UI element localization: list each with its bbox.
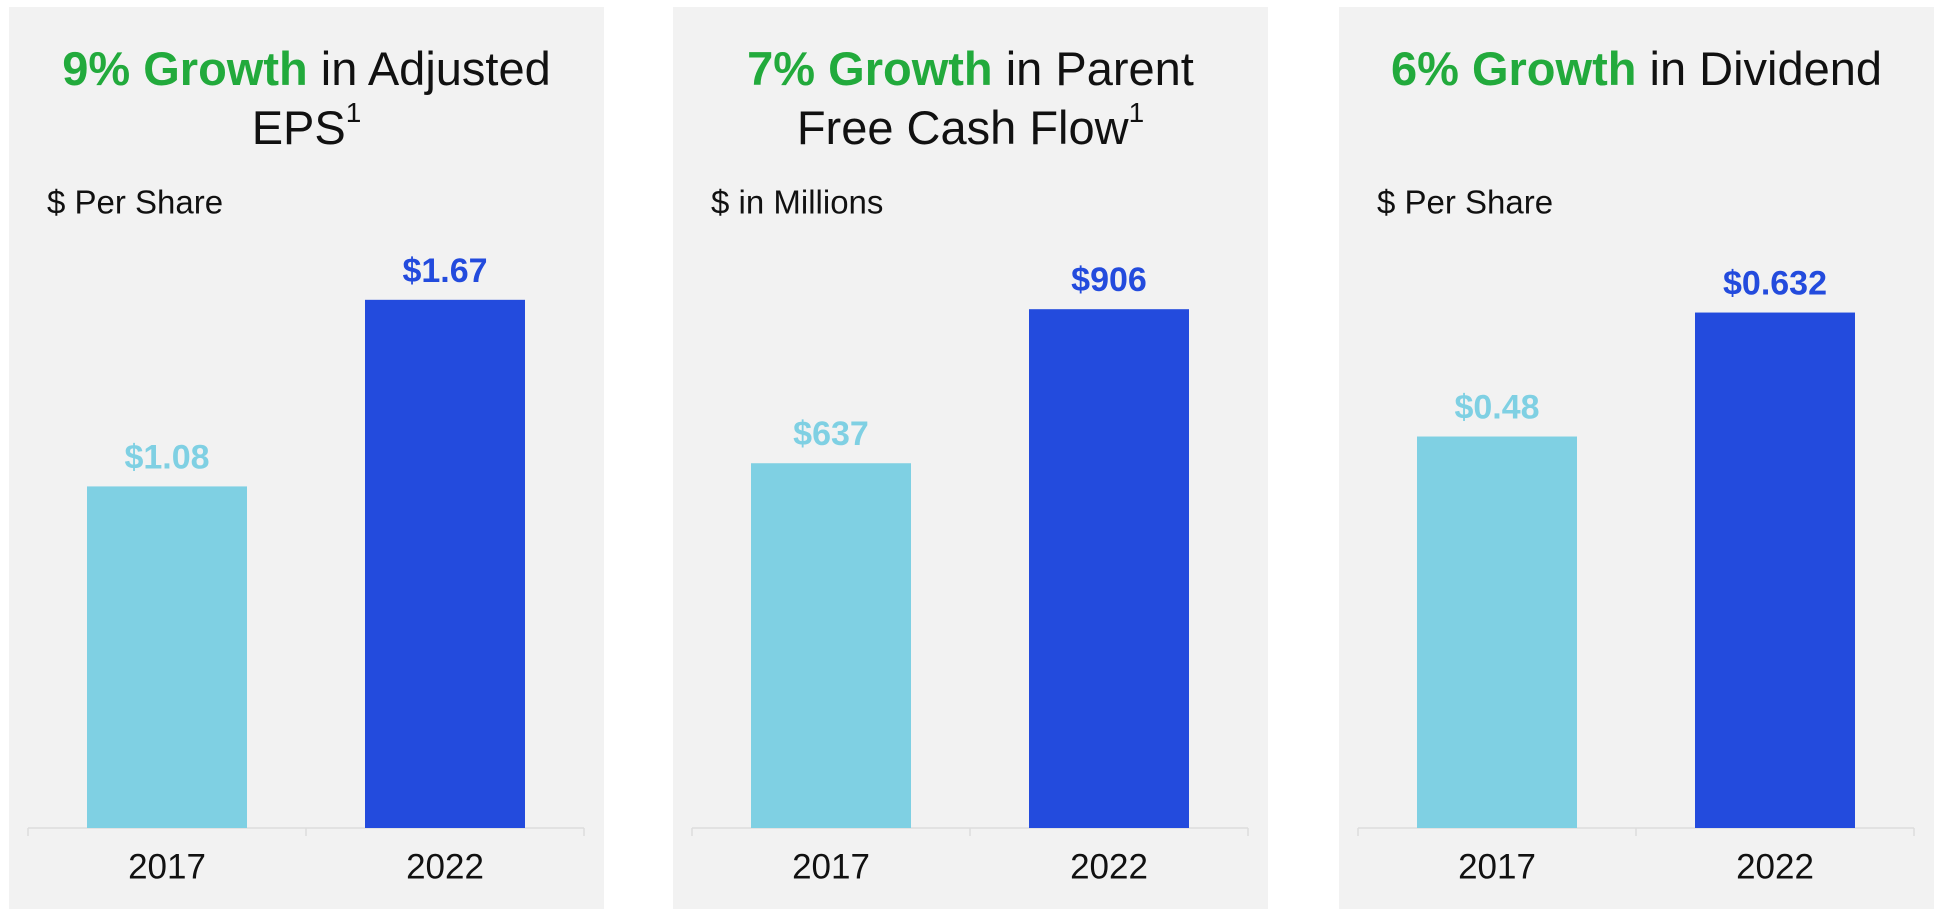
title-highlight: 7% Growth [747, 42, 993, 95]
chart: $ in Millions $637 2017 $906 2022 [691, 184, 1249, 886]
bar [365, 299, 525, 828]
x-tick-label: 2022 [406, 847, 484, 886]
value-label: $906 [1071, 261, 1147, 299]
bar [87, 486, 247, 828]
chart-subtitle: $ Per Share [47, 184, 223, 221]
x-tick-label: 2017 [792, 847, 870, 886]
title-text: in Parent Free Cash Flow [796, 42, 1194, 154]
title-footnote: 1 [345, 97, 362, 128]
title-highlight: 6% Growth [1390, 42, 1637, 95]
x-tick-label: 2017 [1458, 847, 1536, 886]
value-label: $0.48 [1454, 389, 1539, 427]
value-label: $1.08 [124, 438, 209, 476]
chart: $ Per Share $1.08 2017 $1.67 2022 [27, 184, 585, 886]
chart-title: 9% Growth in Adjusted EPS1 [29, 39, 584, 157]
title-highlight: 9% Growth [62, 42, 308, 95]
title-text: in Adjusted EPS [251, 42, 551, 154]
bar [1417, 436, 1577, 828]
value-label: $637 [793, 415, 869, 453]
chart: $ Per Share $0.48 2017 $0.632 2022 [1357, 184, 1915, 886]
x-tick-label: 2022 [1070, 847, 1148, 886]
bar [1695, 312, 1855, 828]
title-text: in Dividend [1649, 42, 1883, 95]
title-footnote: 1 [1128, 97, 1145, 128]
bar [1029, 309, 1189, 828]
chart-panel: $ Per Share $0.48 2017 $0.632 2022 6% Growth … [1339, 7, 1934, 909]
chart-title: 7% Growth in Parent Free Cash Flow1 [693, 39, 1248, 157]
value-label: $0.632 [1723, 265, 1827, 303]
chart-subtitle: $ in Millions [711, 184, 883, 221]
x-tick-label: 2017 [128, 847, 206, 886]
chart-panel: $ in Millions $637 2017 $906 2022 7% Growth i… [673, 7, 1268, 909]
chart-title: 6% Growth in Dividend [1359, 39, 1914, 98]
x-tick-label: 2022 [1736, 847, 1814, 886]
chart-subtitle: $ Per Share [1377, 184, 1553, 221]
chart-panel: $ Per Share $1.08 2017 $1.67 2022 9% Growth i… [9, 7, 604, 909]
value-label: $1.67 [402, 252, 487, 290]
bar [751, 463, 911, 828]
